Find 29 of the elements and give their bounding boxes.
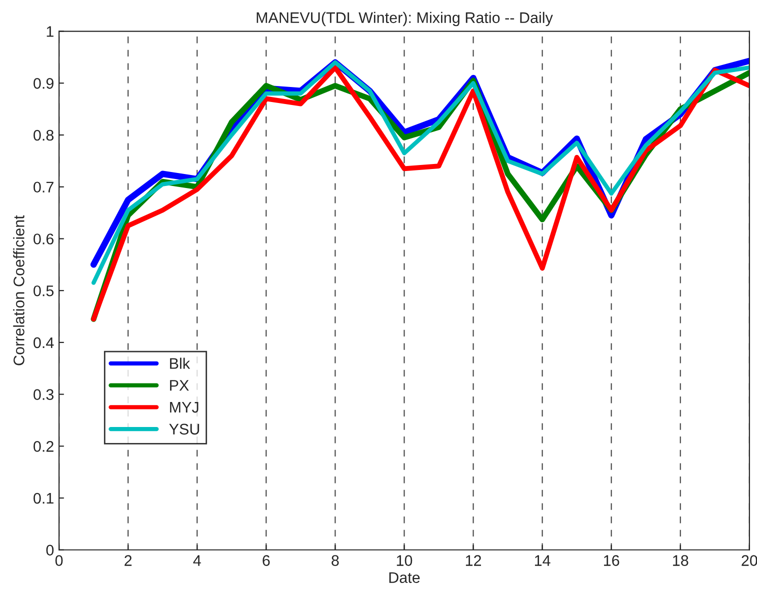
y-tick-label: 0.8	[34, 130, 54, 141]
y-tick-label: 0.9	[34, 78, 54, 89]
y-tick-label: 1	[46, 26, 54, 37]
y-tick-label: 0.7	[34, 182, 54, 193]
x-tick-label: 2	[124, 555, 132, 566]
y-axis-title: Correlation Coefficient	[13, 215, 24, 366]
x-axis-title: Date	[389, 572, 420, 583]
x-tick-label: 12	[466, 555, 482, 566]
legend-label: PX	[170, 380, 189, 391]
y-tick-label: 0.6	[34, 234, 54, 244]
x-tick-label: 8	[332, 555, 339, 566]
chart-title: MANEVU(TDL Winter): Mixing Ratio -- Daily	[256, 12, 553, 26]
x-tick-label: 16	[604, 555, 620, 566]
x-tick-label: 10	[396, 555, 412, 566]
legend-label: YSU	[169, 424, 200, 435]
legend-label: Blk	[170, 358, 190, 369]
y-tick-label: 0.1	[34, 492, 54, 504]
y-tick-label: 0.5	[34, 285, 54, 296]
legend-label: MYJ	[170, 402, 198, 413]
x-tick-label: 14	[534, 555, 550, 566]
x-tick-label: 0	[55, 555, 63, 566]
y-tick-label: 0	[46, 544, 54, 556]
y-tick-label: 0.4	[34, 337, 54, 348]
x-tick-label: 4	[193, 555, 201, 566]
x-tick-label: 20	[742, 555, 757, 566]
y-tick-label: 0.2	[34, 441, 54, 452]
x-tick-label: 18	[673, 555, 688, 566]
y-tick-label: 0.3	[34, 389, 54, 400]
x-tick-label: 6	[262, 555, 270, 566]
